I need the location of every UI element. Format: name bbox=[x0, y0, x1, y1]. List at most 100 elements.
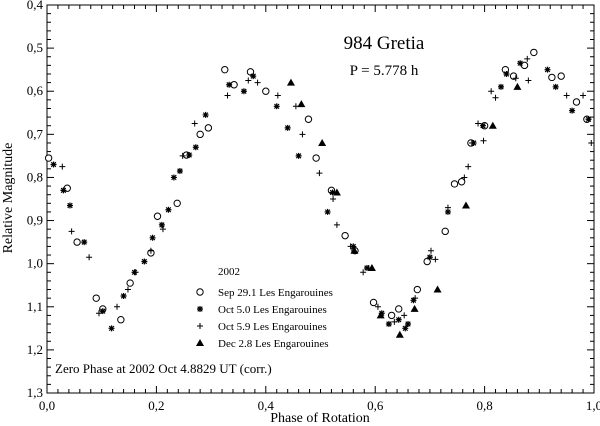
data-point-plus bbox=[330, 196, 337, 202]
data-point-open-circle bbox=[153, 212, 162, 220]
data-point-open-circle bbox=[126, 279, 134, 287]
data-point-asterisk bbox=[158, 221, 165, 228]
data-point-asterisk bbox=[108, 325, 115, 332]
data-point-plus bbox=[461, 174, 468, 181]
data-point-plus bbox=[179, 152, 186, 159]
data-point-open-circle bbox=[423, 257, 431, 266]
x-tick-label: 0,2 bbox=[148, 398, 164, 413]
data-point-open-circle bbox=[312, 154, 320, 162]
data-point-open-circle bbox=[457, 178, 466, 186]
data-point-asterisk bbox=[503, 70, 510, 77]
data-point-triangle bbox=[350, 246, 359, 254]
data-point-plus bbox=[159, 226, 166, 233]
data-point-asterisk bbox=[250, 73, 257, 80]
y-tick-label: 0,8 bbox=[27, 169, 43, 184]
data-point-asterisk bbox=[192, 144, 199, 151]
data-point-open-circle bbox=[304, 115, 313, 123]
data-point-plus bbox=[427, 247, 434, 254]
y-tick-label: 1,1 bbox=[27, 299, 43, 314]
x-tick-label: 0,4 bbox=[258, 398, 275, 413]
legend-marker bbox=[196, 339, 204, 346]
data-point-open-circle bbox=[117, 316, 125, 324]
data-point-asterisk bbox=[120, 293, 127, 299]
zero-phase-note: Zero Phase at 2002 Oct 4.8829 UT (corr.) bbox=[55, 361, 272, 376]
legend-marker bbox=[197, 323, 203, 329]
data-point-plus bbox=[59, 163, 66, 170]
x-tick-labels: 0,0 0,2 0,4 0,6 0,8 1,0 bbox=[39, 398, 600, 413]
data-point-open-circle bbox=[369, 298, 378, 307]
data-point-plus bbox=[86, 254, 93, 261]
data-point-plus bbox=[525, 77, 532, 84]
data-point-open-circle bbox=[548, 73, 556, 82]
data-point-open-circle bbox=[572, 98, 581, 106]
data-point-asterisk bbox=[99, 308, 106, 315]
data-point-open-circle bbox=[413, 285, 422, 294]
data-point-open-circle bbox=[204, 124, 213, 132]
data-point-open-circle bbox=[450, 180, 459, 188]
data-point-plus bbox=[488, 88, 495, 95]
data-point-open-circle bbox=[501, 65, 510, 74]
data-point-plus bbox=[432, 256, 439, 263]
data-point-asterisk bbox=[273, 103, 280, 110]
data-point-triangle bbox=[367, 263, 376, 271]
data-point-asterisk bbox=[426, 254, 433, 261]
axis-ticks bbox=[46, 4, 595, 394]
data-point-asterisk bbox=[176, 167, 183, 174]
y-tick-label: 1,3 bbox=[27, 385, 43, 400]
data-point-open-circle bbox=[92, 294, 100, 302]
data-point-open-circle bbox=[557, 72, 565, 80]
legend-year: 2002 bbox=[218, 266, 240, 278]
data-point-open-circle bbox=[387, 311, 396, 320]
data-point-plus bbox=[360, 269, 367, 276]
data-point-plus bbox=[524, 55, 531, 62]
data-point-open-circle bbox=[221, 65, 229, 74]
data-point-triangle bbox=[513, 82, 522, 90]
data-point-open-circle bbox=[44, 154, 53, 162]
data-point-asterisk bbox=[141, 258, 148, 265]
data-point-open-circle bbox=[509, 72, 518, 80]
data-point-plus bbox=[401, 312, 408, 319]
data-point-open-circle bbox=[246, 68, 255, 76]
data-point-asterisk bbox=[569, 107, 576, 114]
data-point-asterisk bbox=[378, 310, 385, 317]
legend-label: Oct 5.9 Les Engarouines bbox=[218, 321, 327, 333]
data-point-plus bbox=[68, 228, 75, 235]
data-point-asterisk bbox=[202, 111, 209, 118]
data-point-plus bbox=[580, 92, 587, 99]
y-tick-label: 0,9 bbox=[27, 213, 43, 228]
data-point-open-circle bbox=[341, 231, 349, 240]
data-point-plus bbox=[114, 303, 121, 310]
data-point-triangle bbox=[410, 304, 419, 312]
data-point-plus bbox=[512, 75, 519, 82]
y-tick-label: 0,6 bbox=[27, 83, 44, 98]
data-point-triangle bbox=[332, 188, 341, 196]
data-point-plus bbox=[191, 120, 198, 127]
data-point-asterisk bbox=[170, 174, 177, 181]
data-point-plus bbox=[588, 139, 595, 146]
legend-items: Sep 29.1 Les Engarouines Oct 5.0 Les Enga… bbox=[196, 287, 333, 350]
data-point-plus bbox=[224, 92, 231, 99]
x-tick-label: 1,0 bbox=[586, 398, 600, 413]
data-point-plus bbox=[444, 204, 451, 211]
data-point-open-circle bbox=[262, 87, 270, 95]
data-point-triangle bbox=[488, 121, 497, 129]
data-point-plus bbox=[563, 92, 570, 99]
data-point-triangle bbox=[376, 311, 385, 319]
data-point-plus bbox=[333, 221, 340, 228]
data-point-asterisk bbox=[329, 189, 336, 196]
y-tick-label: 1,2 bbox=[27, 342, 43, 357]
legend-label: Sep 29.1 Les Engarouines bbox=[218, 287, 333, 299]
x-tick-label: 0,6 bbox=[367, 398, 384, 413]
data-point-asterisk bbox=[410, 297, 417, 304]
data-markers bbox=[44, 48, 595, 338]
data-point-plus bbox=[480, 137, 487, 144]
data-point-plus bbox=[374, 303, 381, 310]
x-tick-label: 0,0 bbox=[39, 398, 55, 413]
data-point-plus bbox=[347, 243, 354, 250]
data-point-plus bbox=[465, 163, 472, 170]
data-point-plus bbox=[147, 247, 154, 254]
data-point-asterisk bbox=[552, 83, 559, 90]
data-point-plus bbox=[412, 295, 419, 302]
legend-label: Oct 5.0 Les Engarouines bbox=[218, 304, 327, 316]
